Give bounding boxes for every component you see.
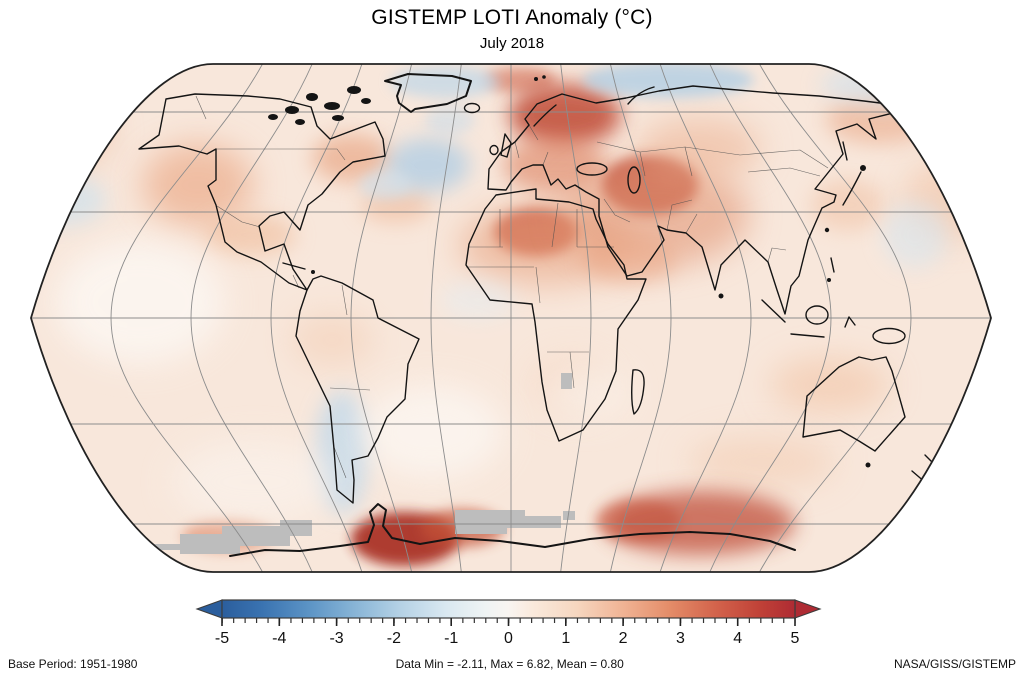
tick-label: -4 xyxy=(272,630,286,647)
tick-label: -2 xyxy=(387,630,401,647)
map-boundary xyxy=(30,63,992,573)
tick-label: -1 xyxy=(444,630,458,647)
header: GISTEMP LOTI Anomaly (°C) July 2018 xyxy=(0,6,1024,52)
chart-subtitle: July 2018 xyxy=(479,35,545,52)
tick-label: 4 xyxy=(733,630,742,647)
islands-and-lakes xyxy=(268,75,939,484)
base-period-label: Base Period: 1951-1980 xyxy=(8,657,138,671)
antarctica xyxy=(229,503,796,557)
data-stats-label: Data Min = -2.11, Max = 6.82, Mean = 0.8… xyxy=(395,657,624,671)
tick-label: 2 xyxy=(619,630,628,647)
tick-label: 0 xyxy=(504,630,513,647)
anomaly-cool-regions xyxy=(31,64,980,524)
north-america xyxy=(138,93,386,291)
australia xyxy=(802,356,906,452)
coastlines xyxy=(138,73,939,557)
footer: Base Period: 1951-1980 Data Min = -2.11,… xyxy=(0,657,1024,675)
tick-label: -3 xyxy=(329,630,343,647)
colorbar-min-arrow xyxy=(195,599,223,619)
africa xyxy=(465,188,647,442)
credit-label: NASA/GISS/GISTEMP xyxy=(893,657,1016,671)
eurasia xyxy=(487,85,894,315)
south-america xyxy=(295,275,420,504)
no-data-regions xyxy=(152,373,575,554)
chart-title: GISTEMP LOTI Anomaly (°C) xyxy=(371,6,653,29)
colorbar-gradient xyxy=(221,599,796,619)
tick-label: 5 xyxy=(791,630,800,647)
tick-label: 1 xyxy=(561,630,570,647)
tick-label: -5 xyxy=(215,630,229,647)
graticule xyxy=(31,64,991,572)
greenland xyxy=(384,73,472,113)
colorbar: -5 -4 -3 -2 -1 0 1 2 3 4 5 xyxy=(195,599,822,647)
colorbar-tick-labels: -5 -4 -3 -2 -1 0 1 2 3 4 5 xyxy=(215,630,800,647)
tick-label: 3 xyxy=(676,630,685,647)
world-anomaly-map xyxy=(30,63,992,573)
colorbar-max-arrow xyxy=(794,599,822,619)
